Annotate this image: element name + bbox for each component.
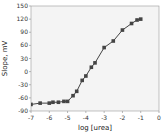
marker (130, 22, 134, 26)
marker (71, 94, 75, 98)
y-tick-label: -90 (18, 107, 28, 114)
marker (75, 90, 79, 94)
y-tick-label: -60 (18, 94, 28, 101)
y-tick-label: 150 (17, 2, 29, 9)
x-tick-label: -7 (28, 114, 34, 121)
y-tick-label: 90 (20, 28, 28, 35)
y-tick-label: 0 (24, 68, 28, 75)
marker (111, 39, 115, 43)
y-tick-label: 60 (20, 41, 28, 48)
x-tick-label: -4 (83, 114, 89, 121)
y-tick-label: 120 (17, 15, 29, 22)
marker (93, 61, 97, 65)
marker (51, 100, 55, 104)
marker (47, 101, 51, 105)
x-tick-label: -5 (65, 114, 71, 121)
marker (62, 100, 66, 104)
x-tick-label: -2 (119, 114, 125, 121)
marker (66, 100, 70, 104)
x-axis-label: log [urea] (78, 124, 112, 132)
marker (90, 65, 94, 69)
marker (84, 74, 88, 78)
y-tick-label: 30 (20, 55, 28, 62)
marker (38, 101, 42, 105)
marker (102, 46, 106, 50)
marker (121, 28, 125, 32)
chart: -7 -6 -5 -4 -3 -2 -1 0 -90 -60 -30 0 30 60 90 120 150 log… (0, 0, 167, 133)
y-axis-label: Slope, mV (1, 41, 9, 77)
marker (135, 18, 139, 22)
marker (80, 79, 84, 83)
marker (31, 103, 33, 107)
x-tick-label: 0 (157, 114, 161, 121)
x-tick-label: -1 (138, 114, 144, 121)
series-group (31, 17, 143, 106)
plot-frame (31, 6, 159, 111)
marker (139, 17, 143, 21)
y-tick-label: -30 (18, 81, 28, 88)
x-tick-label: -3 (101, 114, 107, 121)
plot-area (31, 6, 159, 111)
line (31, 19, 141, 104)
x-tick-label: -6 (46, 114, 52, 121)
marker (57, 100, 61, 104)
